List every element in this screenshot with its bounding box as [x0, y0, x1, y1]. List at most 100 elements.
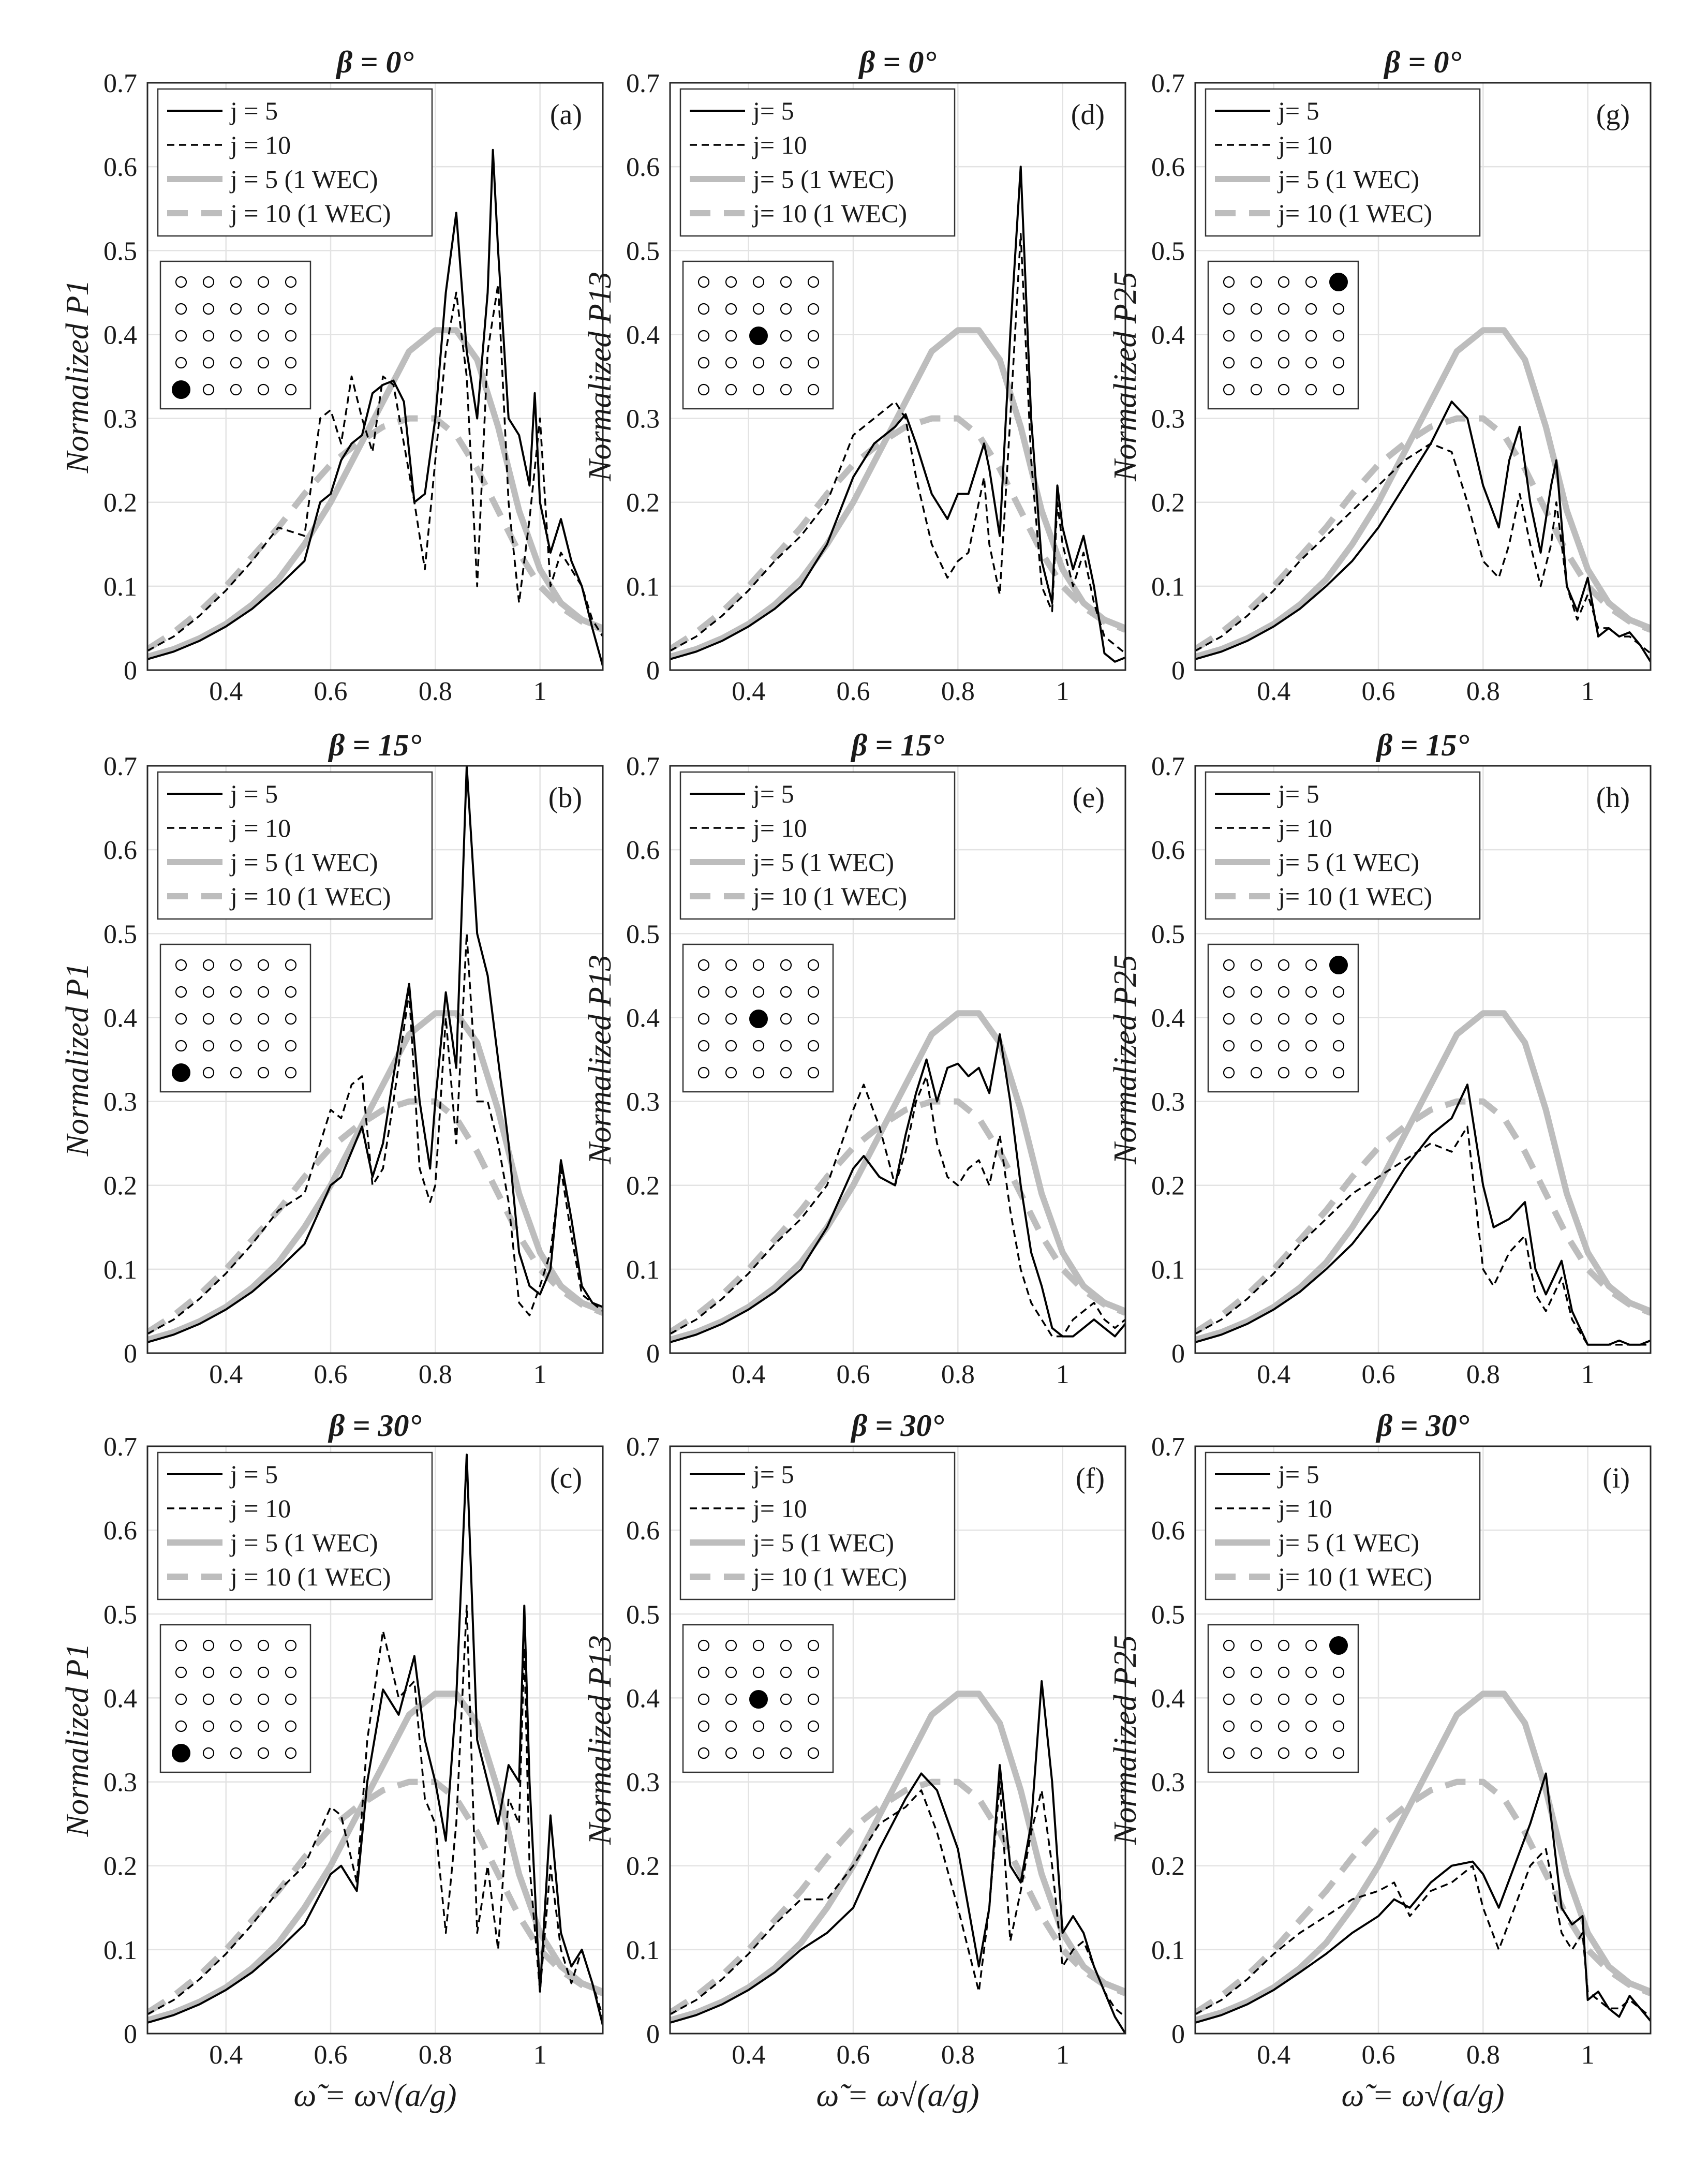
series-line-dashed-gray	[1195, 1098, 1651, 1335]
panel-title: β = 0°	[1384, 45, 1462, 79]
axes-frame	[146, 82, 604, 671]
wec-marker	[285, 986, 297, 998]
y-tick-label: 0.6	[1151, 153, 1185, 182]
y-tick-label: 0.1	[626, 1255, 660, 1285]
legend-label: j= 10 (1 WEC)	[1277, 1562, 1432, 1591]
x-tick-label: 0.8	[419, 677, 452, 706]
panel-a: 0.4 0.6 0.8 1 0 0.1 0.2 0.3 0.4 0.5 0.6 0.7 β = 0° No…	[60, 45, 604, 706]
wec-marker	[202, 276, 215, 288]
wec-array-inset	[1207, 943, 1359, 1093]
legend-label: j = 10 (1 WEC)	[229, 1562, 391, 1591]
wec-marker	[780, 276, 792, 288]
y-tick-label: 0.1	[626, 1936, 660, 1965]
y-tick-label: 0.7	[1151, 69, 1185, 98]
wec-marker	[807, 276, 820, 288]
wec-marker	[1332, 357, 1345, 369]
y-tick-label: 0.7	[626, 752, 660, 781]
legend-label: j= 5 (1 WEC)	[752, 848, 894, 877]
wec-array-inset	[682, 1624, 834, 1773]
wec-marker	[697, 330, 710, 342]
series-line-solid-black	[1195, 401, 1651, 662]
wec-marker	[1250, 986, 1263, 998]
wec-marker	[1223, 959, 1235, 971]
legend-label: j = 10	[229, 1494, 291, 1523]
series-line-solid-gray	[670, 327, 1125, 660]
wec-marker	[257, 986, 270, 998]
wec-marker	[752, 986, 765, 998]
wec-marker	[175, 1693, 187, 1706]
wec-marker	[752, 1720, 765, 1732]
highlighted-wec-marker	[749, 1010, 768, 1028]
wec-marker	[1305, 1066, 1317, 1079]
legend-label: j= 5	[1277, 96, 1319, 125]
legend-label: j= 10 (1 WEC)	[752, 1562, 907, 1591]
y-tick-label: 0.4	[1151, 320, 1185, 350]
x-tick-label: 1	[1056, 677, 1070, 706]
legend: j= 5 j= 10 j= 5 (1 WEC) j= 10 (1 WEC)	[679, 771, 956, 920]
wec-marker	[1305, 303, 1317, 315]
legend-label: j= 10	[752, 813, 807, 842]
series-line-dashed-black	[147, 932, 603, 1335]
wec-marker	[807, 1747, 820, 1759]
axes-frame	[146, 1445, 604, 2035]
wec-marker	[780, 303, 792, 315]
wec-marker	[1305, 1720, 1317, 1732]
series-line-solid-gray	[147, 327, 603, 660]
legend: j = 5 j = 10 j = 5 (1 WEC) j = 10 (1 WEC)	[157, 88, 433, 237]
legend: j = 5 j = 10 j = 5 (1 WEC) j = 10 (1 WEC)	[157, 771, 433, 920]
x-tick-label: 1	[1581, 677, 1595, 706]
wec-marker	[257, 959, 270, 971]
legend-label: j= 10 (1 WEC)	[1277, 882, 1432, 911]
wec-marker	[1250, 1639, 1263, 1652]
wec-marker	[285, 959, 297, 971]
wec-marker	[285, 1013, 297, 1025]
panel-letter: (d)	[1071, 99, 1105, 131]
series-line-solid-gray	[1195, 327, 1651, 660]
wec-marker	[1223, 383, 1235, 396]
x-tick-label: 0.8	[419, 1360, 452, 1389]
legend-label: j= 5	[752, 96, 794, 125]
series-line-dashed-gray	[1195, 415, 1651, 652]
wec-marker	[175, 986, 187, 998]
legend-label: j= 5 (1 WEC)	[1277, 1528, 1419, 1557]
legend-label: j= 5	[1277, 1460, 1319, 1489]
wec-marker	[202, 1013, 215, 1025]
y-tick-label: 0.6	[626, 153, 660, 182]
panel-title: β = 30°	[328, 1408, 422, 1443]
series-line-solid-black	[147, 149, 603, 666]
x-tick-label: 0.4	[732, 2040, 765, 2070]
wec-marker	[1223, 1747, 1235, 1759]
wec-marker	[697, 986, 710, 998]
panel-e: 0.4 0.6 0.8 1 0 0.1 0.2 0.3 0.4 0.5 0.6 0.7 β = 15° N…	[583, 728, 1126, 1389]
y-tick-label: 0.7	[103, 69, 137, 98]
y-tick-label: 0.3	[1151, 1088, 1185, 1117]
y-tick-label: 0	[1171, 656, 1185, 686]
y-tick-label: 0.7	[103, 752, 137, 781]
wec-marker	[257, 1013, 270, 1025]
series-line-solid-gray	[1195, 1691, 1651, 2023]
y-tick-label: 0	[646, 1339, 660, 1369]
wec-marker	[1223, 276, 1235, 288]
x-tick-label: 0.4	[732, 1360, 765, 1389]
wec-marker	[175, 1720, 187, 1732]
axes-frame	[146, 765, 604, 1354]
legend-label: j = 5	[229, 779, 278, 808]
wec-marker	[202, 330, 215, 342]
panel-letter: (h)	[1596, 782, 1630, 814]
x-tick-label: 0.8	[1466, 1360, 1500, 1389]
y-tick-label: 0.2	[1151, 488, 1185, 518]
y-axis-label: Normalized P1	[60, 1643, 95, 1837]
wec-array-inset	[682, 260, 834, 410]
legend-label: j= 5 (1 WEC)	[752, 1528, 894, 1557]
wec-marker	[257, 383, 270, 396]
y-tick-label: 0	[646, 2020, 660, 2049]
wec-marker	[752, 276, 765, 288]
wec-marker	[175, 1639, 187, 1652]
wec-marker	[175, 959, 187, 971]
wec-marker	[202, 357, 215, 369]
legend: j= 5 j= 10 j= 5 (1 WEC) j= 10 (1 WEC)	[679, 88, 956, 237]
wec-marker	[230, 1066, 242, 1079]
wec-marker	[1250, 1013, 1263, 1025]
highlighted-wec-marker	[172, 380, 190, 399]
wec-marker	[230, 1747, 242, 1759]
